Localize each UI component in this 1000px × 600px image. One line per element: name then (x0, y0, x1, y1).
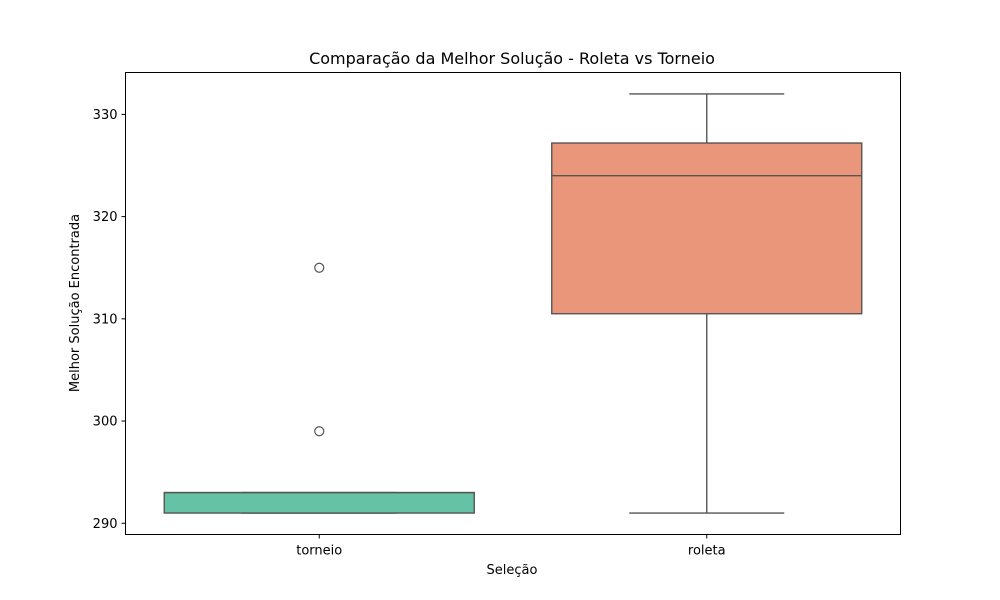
box-roleta (551, 142, 863, 315)
box-torneio (163, 491, 475, 514)
axes-layer: 290 300 310 320 330 torneio roleta (93, 108, 726, 559)
y-tick-label: 310 (93, 312, 118, 327)
y-tick-label: 320 (93, 210, 118, 225)
y-tick-label: 330 (93, 108, 118, 123)
outlier-point-torneio (314, 426, 325, 437)
y-tick-label: 290 (93, 517, 118, 532)
plot-area-frame (125, 72, 901, 535)
x-tick-label-torneio: torneio (296, 544, 342, 559)
marks-layer (163, 93, 863, 514)
y-axis-label: Melhor Solução Encontrada (68, 214, 83, 392)
x-tick-label-roleta: roleta (688, 544, 726, 559)
outlier-point-torneio (314, 262, 325, 273)
x-axis-label: Seleção (487, 563, 538, 578)
chart-title: Comparação da Melhor Solução - Roleta vs… (309, 49, 715, 68)
y-tick-label: 300 (93, 415, 118, 430)
